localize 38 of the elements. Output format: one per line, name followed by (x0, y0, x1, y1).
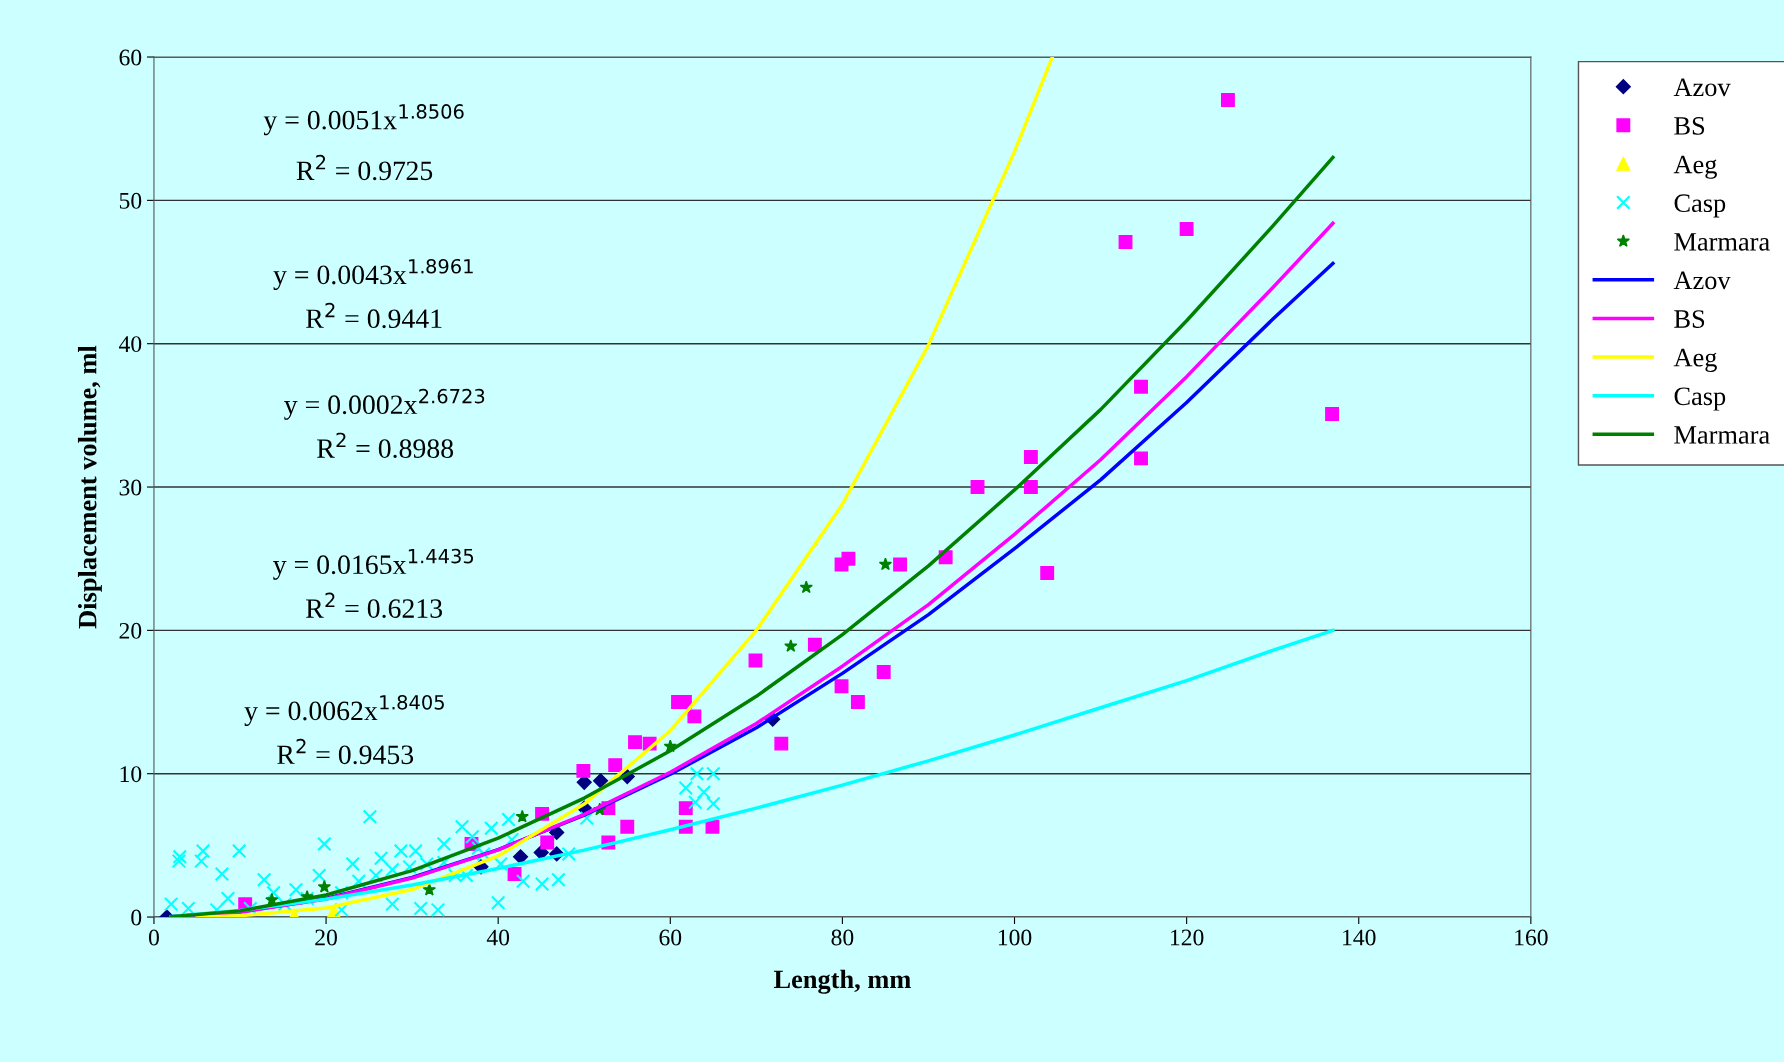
legend-label: BS (1674, 117, 1705, 135)
x-tick-label: 20 (315, 929, 337, 946)
legend-label: Aeg (1673, 348, 1717, 372)
legend-label: Azov (1673, 271, 1731, 290)
annotation: R$^{2}$ = 0.9453 (277, 738, 414, 765)
annotation: R$^{2}$ = 0.9725 (296, 154, 433, 181)
legend-label: Marmara (1674, 233, 1770, 251)
annotation: R$^{2}$ = 0.6213 (306, 592, 443, 619)
y-tick-label: 50 (119, 192, 142, 209)
annotation: y = 0.0002x$^{2.6723}$ (284, 388, 485, 420)
x-tick-label: 40 (486, 929, 510, 946)
y-tick-label: 30 (119, 479, 142, 496)
legend-label: Casp (1674, 387, 1726, 411)
annotation: R$^{2}$ = 0.8988 (317, 432, 454, 459)
x-tick-label: 60 (659, 929, 682, 946)
x-tick-label: 0 (148, 929, 159, 946)
x-tick-label: 160 (1515, 929, 1548, 946)
legend-label: BS (1674, 310, 1705, 328)
x-tick-label: 80 (831, 929, 854, 946)
legend-label: Marmara (1674, 426, 1770, 444)
annotation: y = 0.0165x$^{1.4435}$ (273, 548, 474, 580)
x-tick-label: 100 (998, 929, 1032, 946)
annotation: y = 0.0043x$^{1.8961}$ (273, 258, 473, 290)
legend-label: Aeg (1673, 155, 1717, 179)
y-tick-label: 40 (119, 336, 142, 353)
annotation: R$^{2}$ = 0.9441 (306, 302, 442, 329)
annotation: y = 0.0062x$^{1.8405}$ (244, 694, 444, 726)
legend-label: Azov (1673, 78, 1731, 97)
y-tick-label: 60 (119, 49, 142, 66)
y-tick-label: 10 (120, 766, 142, 783)
y-tick-label: 0 (131, 909, 142, 926)
x-tick-label: 120 (1171, 929, 1204, 946)
annotation: y = 0.0051x$^{1.8506}$ (263, 104, 464, 136)
y-tick-label: 20 (119, 622, 142, 639)
x-tick-label: 140 (1343, 929, 1376, 946)
x-axis-title: Length, mm (773, 969, 911, 994)
y-axis-title: Displacement volume, ml (77, 345, 102, 629)
legend-label: Casp (1674, 194, 1726, 218)
